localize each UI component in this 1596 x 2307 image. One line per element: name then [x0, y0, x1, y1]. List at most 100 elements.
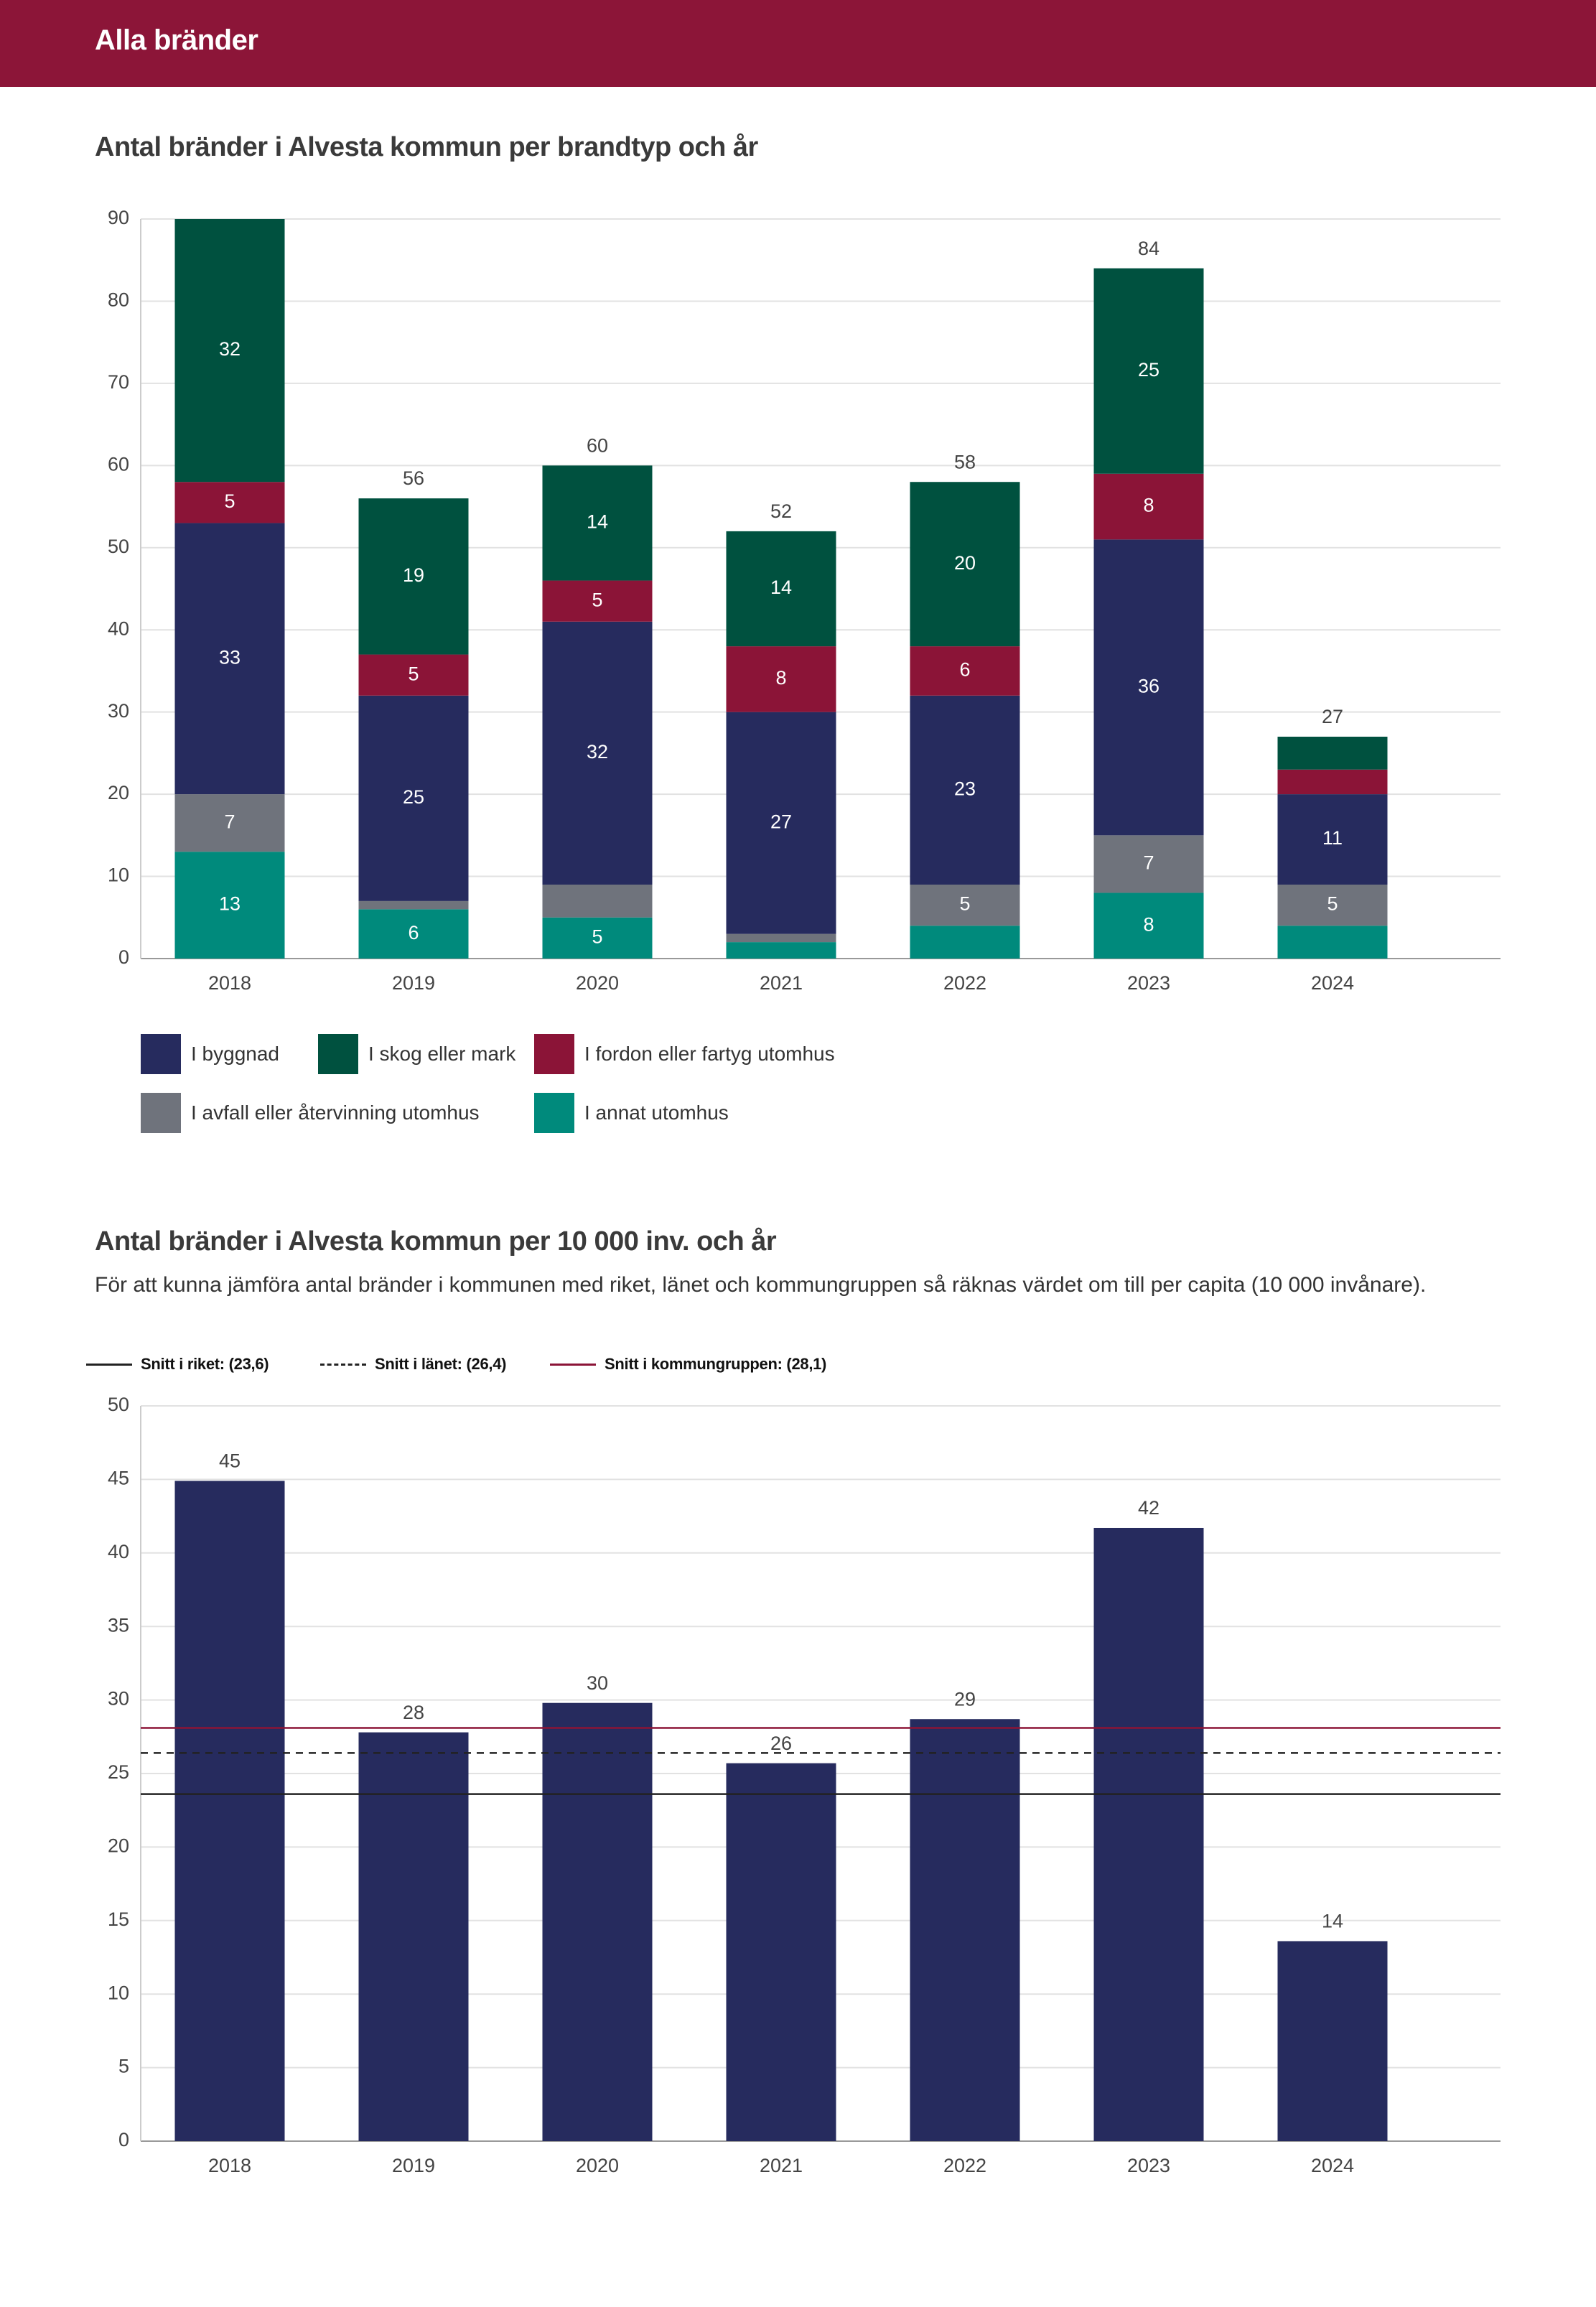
chart2-y-tick-label: 10 [108, 1982, 129, 2003]
chart1-segment-label: 8 [1143, 913, 1154, 935]
chart2-y-tick-label: 40 [108, 1541, 129, 1562]
chart1-x-tick-label: 2020 [576, 972, 619, 994]
chart2-title: Antal bränder i Alvesta kommun per 10 00… [95, 1226, 777, 1257]
chart2-bar [1093, 1527, 1204, 2141]
chart1-bar-segment-avfall [1093, 835, 1204, 893]
chart1-segment-label: 7 [1143, 852, 1154, 874]
legend-swatch-avfall [141, 1093, 181, 1133]
chart1-bar-segment-skog [910, 482, 1020, 647]
chart1-bar-segment-skog [542, 465, 653, 581]
chart2-y-tick-label: 20 [108, 1835, 129, 1857]
chart1-bar-segment-byggnad [910, 695, 1020, 885]
chart1-total-label: 60 [587, 434, 608, 456]
legend-label-avfall: I avfall eller återvinning utomhus [191, 1101, 480, 1124]
chart1-y-tick-label: 90 [108, 207, 129, 228]
chart1-total-label: 52 [770, 500, 792, 522]
chart1-x-tick-label: 2018 [208, 972, 251, 994]
legend-swatch-annat [534, 1093, 574, 1133]
chart1-segment-label: 6 [959, 659, 970, 681]
chart1-bar-segment-fordon [910, 646, 1020, 696]
chart1-segment-label: 19 [403, 564, 424, 586]
ref-legend-riket: Snitt i riket: (23,6) [86, 1350, 269, 1379]
chart1-y-tick-label: 40 [108, 617, 129, 639]
legend-swatch-skog [318, 1034, 358, 1074]
header-bar: Alla bränder [0, 0, 1596, 87]
chart1-segment-label: 5 [408, 663, 419, 684]
chart1-bar-segment-fordon [358, 654, 469, 696]
chart2-y-tick-label: 25 [108, 1761, 129, 1783]
ref-legend-label-kommungrupp: Snitt i kommungruppen: (28,1) [605, 1355, 827, 1373]
chart2-x-tick-label: 2019 [392, 2155, 435, 2176]
chart2-y-tick-label: 15 [108, 1908, 129, 1930]
chart1-y-tick-label: 50 [108, 536, 129, 557]
legend-item-annat: I annat utomhus [534, 1093, 729, 1133]
chart1-segment-label: 8 [1143, 495, 1154, 516]
chart1-bar-segment-avfall [358, 900, 469, 910]
ref-legend-kommungrupp: Snitt i kommungruppen: (28,1) [550, 1350, 826, 1379]
chart2-x-tick-label: 2024 [1311, 2155, 1354, 2176]
chart1-bar-segment-avfall [174, 794, 285, 852]
chart2-bar [542, 1702, 653, 2141]
ref-legend-line-lanet [320, 1363, 366, 1366]
chart2-y-tick-label: 0 [118, 2129, 129, 2150]
legend-label-skog: I skog eller mark [368, 1043, 516, 1065]
chart1-segment-label: 20 [954, 552, 976, 574]
legend-swatch-fordon [534, 1034, 574, 1074]
chart1-x-tick-label: 2022 [943, 972, 986, 994]
chart1-y-tick-label: 70 [108, 371, 129, 393]
chart1-segment-label: 23 [954, 778, 976, 800]
chart1-segment-label: 14 [587, 511, 608, 533]
chart1-bar-segment-annat [542, 917, 653, 959]
chart1-bar-segment-annat [910, 926, 1020, 959]
chart1-bar-segment-avfall [910, 885, 1020, 926]
chart1-legend: I byggnad I skog eller mark I fordon ell… [141, 1034, 1146, 1156]
ref-legend-label-lanet: Snitt i länet: (26,4) [375, 1355, 507, 1373]
chart1-stacked-bar-chart: 0102030405060708090137335322018625519562… [108, 207, 1501, 994]
chart1-bar-segment-skog [1093, 268, 1204, 474]
chart1-segment-label: 11 [1322, 827, 1343, 849]
chart1-segment-label: 13 [219, 893, 241, 915]
chart2-value-label: 29 [954, 1688, 976, 1710]
chart1-segment-label: 27 [770, 811, 792, 832]
chart2-bar [358, 1732, 469, 2141]
chart2-x-tick-label: 2018 [208, 2155, 251, 2176]
chart1-y-tick-label: 30 [108, 700, 129, 722]
chart1-bar-segment-avfall [542, 885, 653, 918]
chart1-segment-label: 6 [408, 922, 419, 943]
chart1-bar-segment-byggnad [1093, 539, 1204, 836]
chart2-bar [726, 1763, 836, 2141]
legend-item-skog: I skog eller mark [318, 1034, 515, 1074]
chart1-bar-segment-fordon [542, 580, 653, 622]
chart1-segment-label: 7 [224, 811, 235, 832]
chart1-segment-label: 5 [1327, 893, 1338, 915]
chart1-bar-segment-fordon [1093, 473, 1204, 540]
chart2-y-tick-label: 45 [108, 1468, 129, 1489]
chart1-x-tick-label: 2019 [392, 972, 435, 994]
header-title: Alla bränder [95, 24, 258, 56]
chart1-y-tick-label: 0 [118, 946, 129, 968]
chart2-reference-legend: Snitt i riket: (23,6) Snitt i länet: (26… [86, 1350, 948, 1379]
chart1-bar-segment-avfall [1277, 885, 1388, 926]
chart1-segment-label: 8 [775, 667, 786, 689]
chart1-segment-label: 36 [1138, 675, 1159, 696]
chart1-segment-label: 25 [403, 786, 424, 808]
chart1-bar-segment-skog [726, 531, 836, 647]
chart2-value-label: 30 [587, 1672, 608, 1694]
chart1-y-tick-label: 20 [108, 782, 129, 803]
chart1-segment-label: 5 [592, 589, 602, 610]
chart1-bar-segment-byggnad [1277, 794, 1388, 885]
chart2-value-label: 26 [770, 1733, 792, 1754]
legend-item-avfall: I avfall eller återvinning utomhus [141, 1093, 480, 1133]
legend-item-fordon: I fordon eller fartyg utomhus [534, 1034, 835, 1074]
chart1-total-label: 27 [1322, 706, 1343, 727]
chart1-segment-label: 5 [592, 926, 602, 948]
chart2-x-tick-label: 2021 [760, 2155, 803, 2176]
chart1-bar-segment-annat [1093, 892, 1204, 959]
chart1-bar-segment-byggnad [358, 695, 469, 901]
chart1-bar-segment-skog [358, 498, 469, 655]
chart1-x-tick-label: 2021 [760, 972, 803, 994]
chart1-segment-label: 32 [219, 338, 241, 360]
chart2-subtitle: För att kunna jämföra antal bränder i ko… [95, 1273, 1427, 1297]
chart1-bar-segment-annat [174, 852, 285, 959]
chart1-segment-label: 33 [219, 646, 241, 668]
